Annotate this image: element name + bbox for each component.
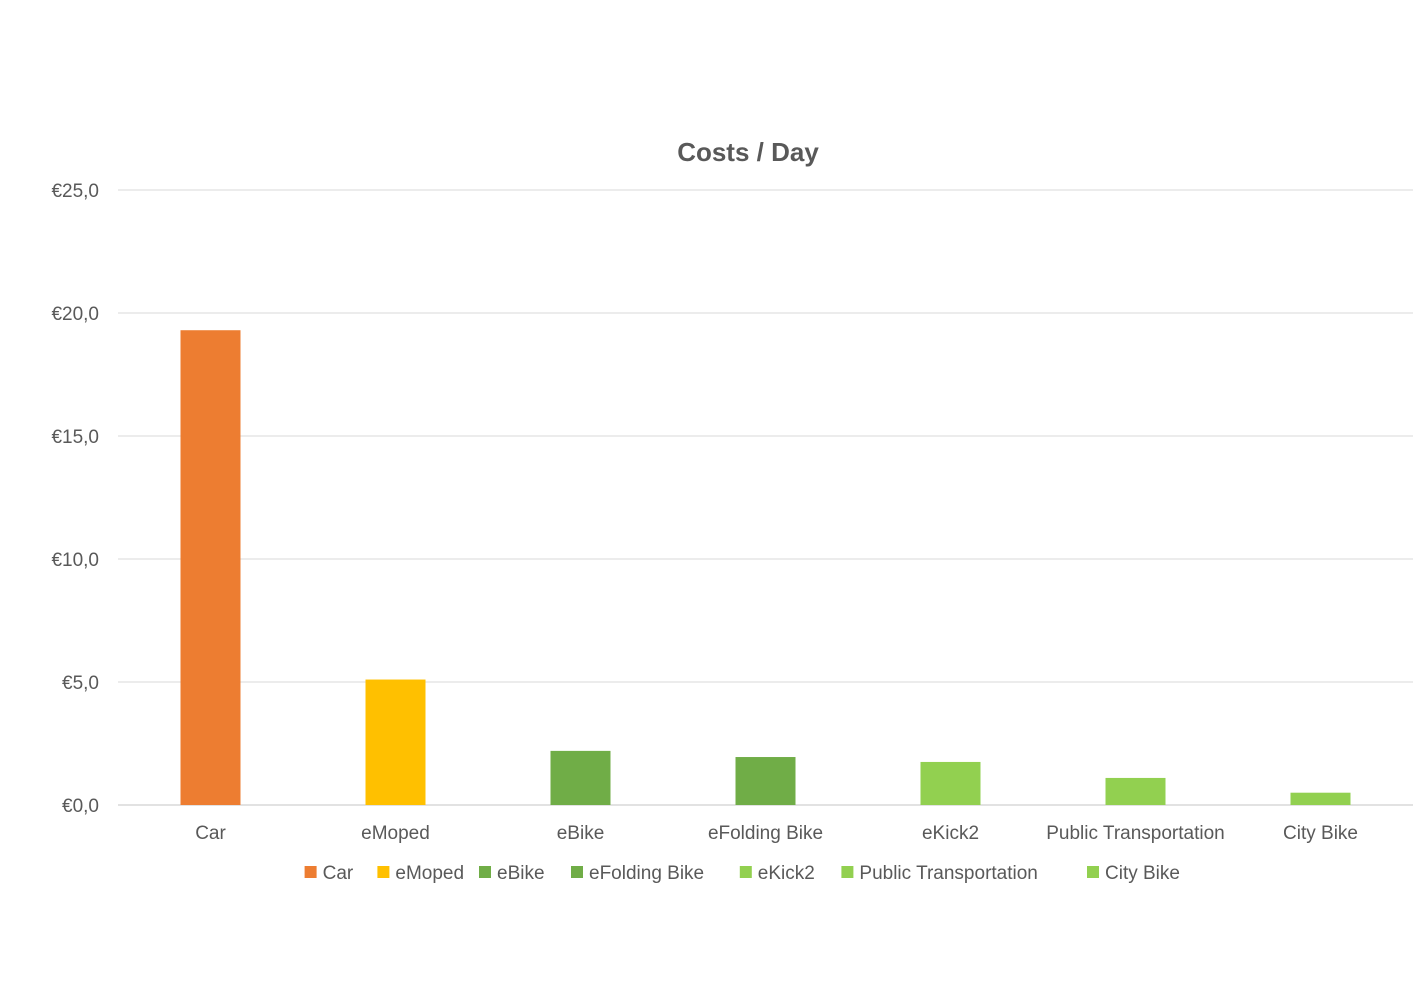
y-tick-label: €25,0 [51, 181, 99, 202]
y-tick-label: €5,0 [62, 673, 99, 694]
x-category-label: eMoped [361, 823, 430, 844]
legend: Car eMoped eBike eFolding Bike eKick2 Public … [304, 863, 1180, 884]
bar-city-bike [1290, 792, 1351, 805]
x-category-label: City Bike [1283, 823, 1358, 844]
x-category-label: eFolding Bike [708, 823, 823, 844]
y-axis-ticks: €0,0 €5,0 €10,0 €15,0 €20,0 €25,0 [51, 181, 99, 817]
legend-swatch [1087, 866, 1099, 878]
bar-emoped [365, 679, 426, 805]
bars [180, 330, 1351, 805]
legend-label: eFolding Bike [589, 863, 704, 884]
bar-efolding-bike [735, 757, 796, 805]
y-tick-label: €15,0 [51, 427, 99, 448]
legend-label: Car [323, 863, 354, 884]
chart-title: Costs / Day [677, 137, 819, 167]
y-tick-label: €10,0 [51, 550, 99, 571]
x-category-label: eBike [557, 823, 605, 844]
legend-label: City Bike [1105, 863, 1180, 884]
x-axis-categories: Car eMoped eBike eFolding Bike eKick2 Public … [195, 823, 1358, 844]
legend-label: Public Transportation [859, 863, 1038, 884]
x-category-label: Car [195, 823, 226, 844]
legend-swatch [479, 866, 491, 878]
legend-swatch [841, 866, 854, 878]
legend-label: eBike [497, 863, 545, 884]
legend-label: eKick2 [758, 863, 815, 884]
y-tick-label: €0,0 [62, 796, 99, 817]
bar-car [180, 330, 241, 805]
bar-ebike [550, 750, 611, 805]
legend-swatch [739, 866, 752, 878]
legend-swatch [571, 866, 583, 878]
bar-ekick2 [920, 761, 981, 805]
legend-swatch [304, 866, 317, 878]
y-tick-label: €20,0 [51, 304, 99, 325]
legend-swatch [377, 866, 390, 878]
x-category-label: eKick2 [922, 823, 979, 844]
x-category-label: Public Transportation [1046, 823, 1225, 844]
bar-public-transportation [1105, 777, 1166, 805]
grid-layer [118, 189, 1413, 806]
legend-label: eMoped [395, 863, 464, 884]
